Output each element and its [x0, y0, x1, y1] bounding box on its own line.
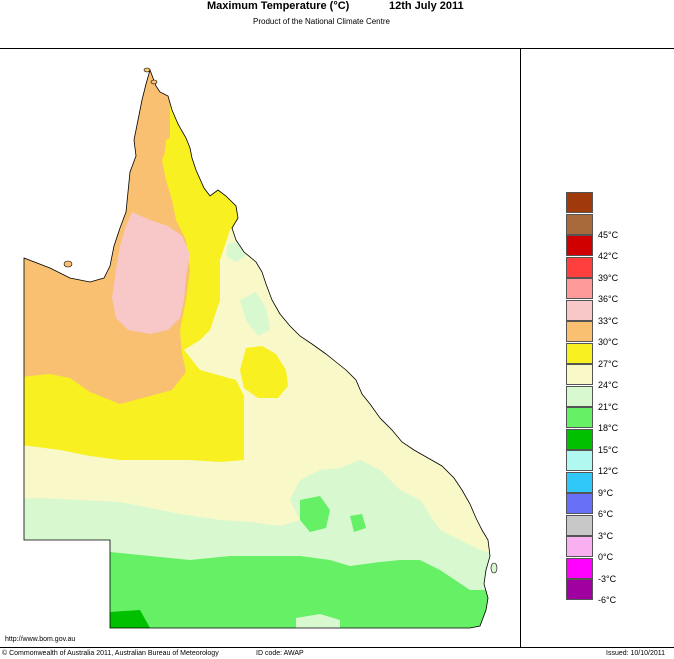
legend-label: -3°C [598, 573, 617, 584]
legend-divider [520, 48, 521, 648]
legend-label: 42°C [598, 251, 619, 261]
band-15 [110, 610, 150, 628]
legend-label: 3°C [598, 530, 614, 541]
legend-label: 36°C [598, 294, 619, 304]
legend-swatch [566, 514, 593, 536]
legend-swatch [566, 342, 593, 364]
legend-swatch [566, 385, 593, 407]
island [490, 562, 498, 574]
legend-swatch [566, 471, 593, 493]
legend-swatch [566, 299, 593, 321]
map-date: 12th July 2011 [389, 0, 464, 12]
legend-swatch [566, 192, 593, 213]
legend-label: 18°C [598, 423, 619, 433]
legend-label: 24°C [598, 380, 619, 390]
legend-label: 21°C [598, 401, 619, 412]
map-frame [0, 48, 674, 648]
legend-label: -6°C [598, 595, 617, 605]
legend-label: 33°C [598, 315, 619, 326]
legend-swatch [566, 278, 593, 299]
legend-swatch [566, 321, 593, 342]
band-21-se [296, 614, 340, 628]
island [143, 67, 151, 73]
legend-label: 15°C [598, 444, 619, 455]
legend-label: 30°C [598, 337, 619, 347]
island [63, 260, 73, 268]
legend-swatch [566, 450, 593, 471]
copyright-text: © Commonwealth of Australia 2011, Austra… [2, 650, 219, 657]
legend-label: 45°C [598, 229, 619, 240]
legend-label: 39°C [598, 272, 619, 283]
band-21-coast-2 [240, 292, 270, 336]
legend-swatch [566, 493, 593, 514]
legend-label: 0°C [598, 552, 614, 562]
legend-label: 12°C [598, 466, 619, 476]
legend-swatch [566, 536, 593, 557]
band-18-patch-2 [350, 514, 366, 532]
temperature-map [23, 67, 498, 629]
temperature-bands [24, 70, 490, 628]
band-33 [112, 212, 190, 334]
band-27-blob [240, 346, 288, 398]
legend-swatch [566, 407, 593, 428]
legend-swatch [566, 557, 593, 579]
band-27-cape [164, 132, 186, 196]
band-18-patch [300, 496, 330, 532]
legend-label: 27°C [598, 358, 619, 369]
legend-swatch [566, 579, 593, 600]
title-bar: Maximum Temperature (°C) 12th July 2011 [0, 0, 674, 16]
island [150, 79, 158, 85]
legend-label: 9°C [598, 487, 614, 498]
source-url: http://www.bom.gov.au [5, 636, 76, 643]
legend-swatch [566, 256, 593, 278]
map-title: Maximum Temperature (°C) [207, 0, 350, 12]
map-subtitle: Product of the National Climate Centre [253, 17, 390, 26]
legend-swatch [566, 213, 593, 235]
legend-label: 6°C [598, 509, 614, 519]
id-code: ID code: AWAP [256, 650, 304, 657]
issued-date: Issued: 10/10/2011 [606, 650, 666, 657]
legend-swatch [566, 428, 593, 450]
legend-swatch [566, 364, 593, 385]
legend-swatch [566, 235, 593, 256]
